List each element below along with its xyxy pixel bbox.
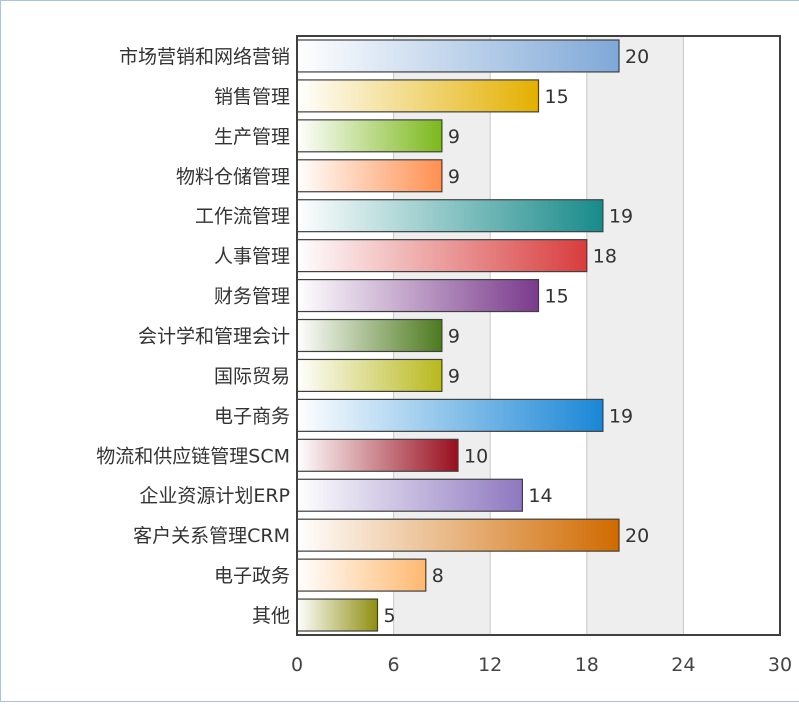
category-label: 物料仓储管理 bbox=[176, 166, 290, 188]
category-label: 财务管理 bbox=[214, 286, 290, 308]
value-label: 9 bbox=[448, 365, 460, 387]
bar bbox=[296, 79, 540, 113]
value-label: 15 bbox=[545, 286, 569, 308]
x-tick-label: 12 bbox=[478, 654, 502, 676]
bar bbox=[296, 478, 523, 512]
bar bbox=[296, 159, 443, 193]
value-label: 19 bbox=[609, 405, 633, 427]
value-label: 18 bbox=[593, 246, 617, 268]
value-label: 9 bbox=[448, 126, 460, 148]
bar bbox=[296, 278, 540, 313]
bar bbox=[296, 239, 588, 273]
category-label: 生产管理 bbox=[214, 126, 290, 148]
category-label: 客户关系管理CRM bbox=[133, 525, 290, 547]
category-label: 国际贸易 bbox=[214, 365, 290, 387]
bar bbox=[296, 358, 443, 393]
plot-border bbox=[296, 35, 781, 636]
bar bbox=[296, 518, 620, 552]
category-label: 工作流管理 bbox=[195, 206, 290, 228]
category-label: 人事管理 bbox=[214, 246, 290, 268]
value-label: 15 bbox=[545, 86, 569, 108]
category-label: 会计学和管理会计 bbox=[138, 326, 290, 348]
x-tick-label: 0 bbox=[291, 654, 303, 676]
value-label: 14 bbox=[528, 485, 552, 507]
grid-band bbox=[683, 36, 780, 635]
bar bbox=[296, 598, 379, 632]
x-tick-label: 18 bbox=[575, 654, 599, 676]
x-tick-labels: 0 6 12 18 24 30 bbox=[291, 654, 792, 676]
category-label: 电子政务 bbox=[214, 565, 290, 587]
value-label: 20 bbox=[625, 525, 649, 547]
value-label: 19 bbox=[609, 206, 633, 228]
category-labels: 市场营销和网络营销销售管理生产管理物料仓储管理工作流管理人事管理财务管理会计学和… bbox=[96, 46, 290, 627]
category-label: 企业资源计划ERP bbox=[139, 485, 290, 507]
value-label: 5 bbox=[384, 605, 396, 627]
category-label: 其他 bbox=[252, 605, 290, 627]
value-label: 10 bbox=[464, 445, 488, 467]
x-tick-label: 24 bbox=[671, 654, 695, 676]
value-label: 9 bbox=[448, 166, 460, 188]
category-label: 销售管理 bbox=[214, 86, 290, 108]
category-label: 物流和供应链管理SCM bbox=[96, 445, 290, 467]
value-label: 20 bbox=[625, 46, 649, 68]
value-label: 9 bbox=[448, 326, 460, 348]
bar bbox=[296, 199, 604, 233]
bar bbox=[296, 558, 427, 592]
x-tick-label: 6 bbox=[388, 654, 400, 676]
x-tick-label: 30 bbox=[768, 654, 792, 676]
bar bbox=[296, 438, 459, 472]
category-label: 市场营销和网络营销 bbox=[119, 46, 290, 68]
category-label: 电子商务 bbox=[214, 405, 290, 427]
bars bbox=[296, 39, 620, 632]
bar bbox=[296, 119, 443, 153]
bar bbox=[296, 318, 443, 353]
value-labels: 20 15 9 9 19 18 15 9 9 19 10 14 20 8 5 bbox=[384, 46, 650, 627]
bar bbox=[296, 39, 620, 73]
bar bbox=[296, 398, 604, 432]
value-label: 8 bbox=[432, 565, 444, 587]
